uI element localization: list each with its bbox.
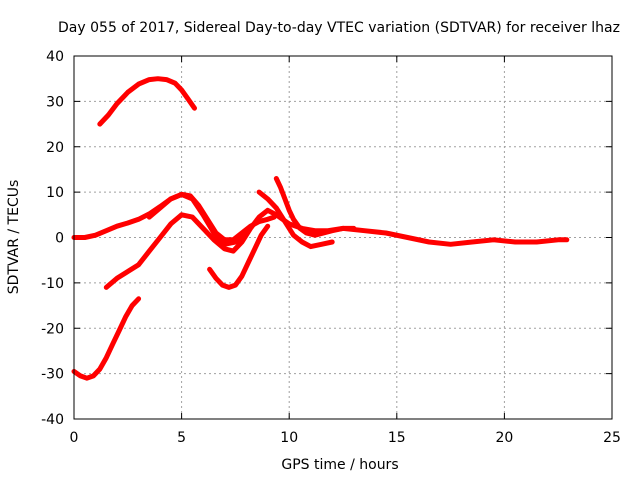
x-tick-label: 20: [495, 430, 513, 446]
y-tick-label: 30: [46, 94, 64, 110]
chart-title: Day 055 of 2017, Sidereal Day-to-day VTE…: [58, 20, 620, 36]
x-tick-label: 10: [280, 430, 298, 446]
y-tick-label: 10: [46, 185, 64, 201]
series-arc-4: [103, 207, 570, 290]
series-arc-6: [207, 223, 271, 290]
tick-labels: 0 5 10 15 20 25 -40 -30 -20 -10 0 10 20 30 40: [41, 49, 621, 446]
series-arc-8: [273, 176, 357, 238]
series-arc-7: [256, 189, 335, 250]
series-arc-3: [146, 191, 249, 247]
x-tick-label: 5: [177, 430, 186, 446]
y-tick-label: 20: [46, 140, 64, 156]
series-group: [71, 76, 570, 381]
y-tick-label: -20: [41, 321, 64, 337]
series-arc-5: [71, 296, 142, 381]
x-axis-label: GPS time / hours: [281, 457, 398, 473]
x-tick-label: 15: [388, 430, 406, 446]
y-tick-label: -30: [41, 367, 64, 383]
x-tick-label: 0: [70, 430, 79, 446]
series-arc-1: [97, 76, 197, 127]
x-tick-label: 25: [603, 430, 621, 446]
y-tick-label: -10: [41, 276, 64, 292]
gridlines: [73, 55, 613, 420]
y-axis-label: SDTVAR / TECUs: [6, 180, 22, 295]
y-tick-label: 40: [46, 49, 64, 65]
y-tick-label: -40: [41, 412, 64, 428]
plot-frame: [73, 55, 613, 420]
y-tick-label: 0: [55, 231, 64, 247]
